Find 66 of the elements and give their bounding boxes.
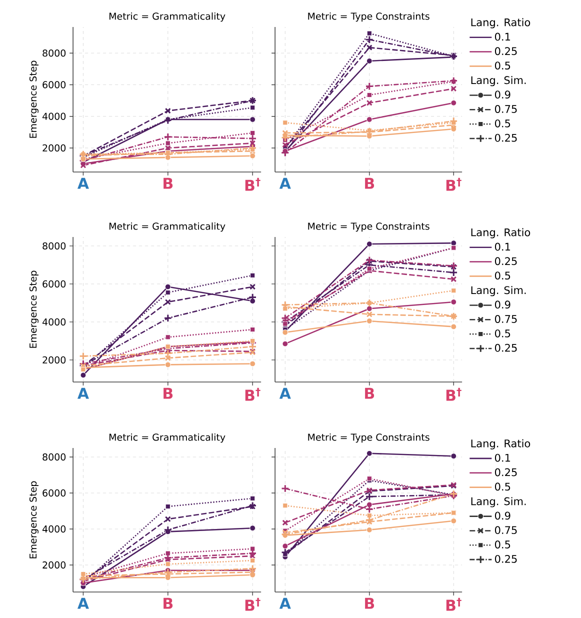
chart-title: Metric = Grammaticality — [109, 433, 226, 443]
x-tick-label: A — [77, 388, 89, 399]
y-tick-label: 8000 — [42, 49, 66, 57]
legend-label: 0.1 — [494, 242, 510, 251]
x-tick-label: A — [77, 598, 89, 609]
legend-label: 0.25 — [494, 344, 517, 352]
legend-title: Lang. Ratio — [471, 228, 530, 238]
x-tick-label: B — [365, 598, 374, 609]
y-tick-label: 6000 — [42, 280, 66, 288]
x-tick-label: A — [279, 388, 291, 399]
x-tick-label: B — [164, 178, 173, 189]
x-tick-label: B$^{†}$ — [446, 178, 462, 191]
x-tick-label: B$^{†}$ — [245, 598, 260, 611]
y-tick-label: 2000 — [42, 144, 66, 152]
legend-label: 0.75 — [494, 315, 517, 323]
y-tick-label: 8000 — [42, 242, 66, 250]
chart-title: Metric = Type Constraints — [308, 433, 430, 443]
y-tick-label: 2000 — [42, 561, 66, 569]
x-tick-label: A — [279, 178, 291, 189]
text: Lang. Sim. — [471, 76, 526, 86]
y-tick-label: 2000 — [42, 356, 66, 364]
x-tick-label: B — [164, 388, 173, 399]
x-tick-label: A — [77, 178, 89, 189]
legend-label: 0.25 — [494, 257, 517, 266]
legend-label: 0.1 — [494, 454, 510, 462]
legend-label: 0.5 — [494, 329, 510, 338]
legend-label: 0.75 — [494, 526, 517, 534]
y-axis-title: Emergence Step — [29, 270, 38, 348]
text: Lang. Sim. — [471, 286, 526, 296]
legend-label: 0.25 — [494, 47, 517, 56]
x-tick-label: B — [365, 178, 374, 189]
legend-label: 0.5 — [494, 482, 510, 491]
legend-label: 0.9 — [494, 512, 510, 520]
legend-label: 0.5 — [494, 119, 510, 128]
y-tick-label: 6000 — [42, 489, 66, 497]
x-tick-label: B — [164, 598, 173, 609]
legend-label: 0.25 — [494, 134, 517, 142]
x-tick-label: B$^{†}$ — [446, 598, 462, 611]
legend-label: 0.25 — [494, 554, 517, 563]
y-axis-title: Emergence Step — [29, 481, 38, 558]
legend-label: 0.1 — [494, 32, 510, 41]
y-tick-label: 4000 — [42, 112, 66, 120]
y-tick-label: 4000 — [42, 318, 66, 326]
legend-label: 0.5 — [494, 540, 510, 548]
x-tick-label: B$^{†}$ — [245, 178, 260, 191]
y-axis-title: Emergence Step — [29, 60, 38, 138]
chart-title: Metric = Type Constraints — [308, 222, 430, 232]
legend-label: 0.9 — [494, 300, 510, 309]
legend-label: 0.75 — [494, 105, 517, 113]
y-tick-label: 4000 — [42, 525, 66, 533]
chart-title: Metric = Grammaticality — [109, 222, 226, 232]
x-tick-label: B$^{†}$ — [446, 388, 462, 401]
legend-label: 0.5 — [494, 62, 510, 70]
legend-title: Lang. Ratio — [471, 439, 530, 450]
chart-title: Metric = Type Constraints — [308, 12, 430, 22]
y-tick-label: 8000 — [42, 453, 66, 461]
legend-label: 0.5 — [494, 272, 510, 280]
y-tick-label: 6000 — [42, 81, 66, 88]
legend-label: 0.9 — [494, 90, 510, 99]
legend-title: Lang. Ratio — [471, 18, 530, 28]
x-tick-label: B$^{†}$ — [245, 388, 260, 401]
x-tick-label: B — [365, 388, 374, 399]
chart-title: Metric = Grammaticality — [109, 12, 226, 22]
text: Lang. Sim. — [471, 497, 526, 508]
legend-label: 0.25 — [494, 468, 517, 476]
x-tick-label: A — [279, 598, 291, 609]
